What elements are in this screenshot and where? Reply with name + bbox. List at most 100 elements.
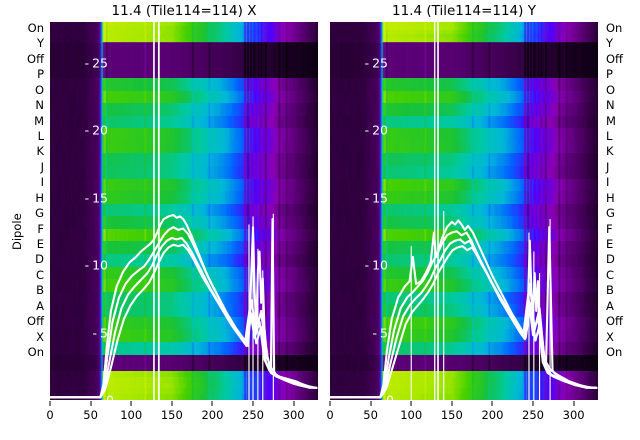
trace-line (330, 219, 598, 399)
heatmap-band-main-block-row (50, 228, 318, 243)
panel-y[interactable] (330, 22, 598, 400)
y-tick-dash: - (372, 325, 378, 340)
dipole-label-n: N (606, 98, 615, 113)
dipole-label-d: D (35, 252, 44, 267)
heatmap-band-main-block-row (330, 216, 598, 230)
dipole-label-i: I (40, 175, 44, 190)
heatmap-band-bottom-band-row (50, 394, 318, 400)
heatmap-y[interactable] (330, 22, 598, 400)
heatmap-band-main-block-row (50, 77, 318, 92)
y-tick-text: 15 (92, 190, 108, 205)
heatmap-band-main-block-row (50, 153, 318, 167)
dipole-label-n: N (35, 98, 44, 113)
heatmap-x[interactable] (50, 22, 318, 400)
dipole-label-b: B (36, 283, 44, 298)
x-tick-mark (171, 401, 173, 406)
y-tick-label: -25 (342, 55, 388, 70)
y-tick-label: -10 (342, 258, 388, 273)
heatmap-band-main-block-row (50, 128, 318, 142)
trace-spike (437, 22, 439, 400)
dipole-label-j: J (40, 159, 44, 174)
y-tick-text: 0 (386, 392, 394, 408)
y-tick-text: 10 (372, 257, 388, 273)
x-tick-mark (370, 401, 372, 406)
dipole-label-off: Off (27, 314, 44, 329)
y-tick-text: 5 (100, 325, 108, 340)
x-tick-mark (252, 401, 254, 406)
y-tick-text: 20 (92, 122, 108, 138)
x-tick-label: 50 (363, 408, 378, 422)
heatmap-band-main-block-row (330, 77, 598, 92)
y-tick-label: -15 (342, 190, 388, 205)
heatmap-band-bottom-band-row (330, 382, 598, 389)
heatmap-band-main-block-row (50, 90, 318, 104)
dipole-label-off: Off (27, 51, 44, 66)
dipole-label-x: X (606, 329, 614, 344)
heatmap-band-main-block-row (50, 203, 318, 217)
heatmap-band-main-block-row (50, 103, 318, 117)
heatmap-band-top-band-row (50, 30, 318, 35)
dipole-label-j: J (606, 159, 610, 174)
dipole-label-i: I (606, 175, 610, 190)
heatmap-band-main-block-row (50, 178, 318, 192)
y-tick-text: 25 (372, 55, 388, 70)
dipole-label-f: F (37, 221, 44, 236)
dipole-label-y: Y (36, 36, 44, 51)
dipole-label-x: X (36, 329, 44, 344)
x-tick-label: 0 (326, 408, 334, 422)
x-tick-mark (293, 401, 295, 406)
dipole-label-on: On (606, 21, 623, 35)
trace-line (50, 214, 318, 399)
dipole-label-h: H (606, 190, 615, 205)
heatmap-band-main-block-row (50, 241, 318, 255)
heatmap-band-top-band-row (330, 22, 598, 27)
x-tick-label: 300 (562, 408, 585, 422)
dipole-label-off: Off (606, 51, 623, 66)
dipole-label-f: F (606, 221, 613, 236)
dipole-label-b: B (606, 283, 614, 298)
heatmap-band-top-band-row (330, 38, 598, 43)
dipole-label-m: M (34, 113, 44, 128)
heatmap-band-main-block-row (330, 191, 598, 205)
x-tick-label: 0 (46, 408, 54, 422)
y-tick-text: 10 (92, 257, 108, 273)
x-tick-label: 100 (400, 408, 423, 422)
dipole-label-p: P (37, 67, 44, 82)
dipole-label-p: P (606, 67, 613, 82)
dipole-label-c: C (606, 267, 615, 282)
y-tick-dash: - (84, 122, 90, 138)
y-tick-text: 15 (372, 190, 388, 205)
trace-spike (443, 211, 445, 400)
heatmap-band-upper-gap (50, 42, 318, 78)
y-tick-text: 5 (380, 325, 388, 340)
y-tick-dash: - (364, 257, 370, 273)
trace-spike (153, 22, 155, 400)
x-tick-mark (410, 401, 412, 406)
y-tick-dash: - (84, 190, 90, 205)
heatmap-band-top-band-row (50, 34, 318, 39)
heatmap-band-main-block-row (330, 140, 598, 154)
dipole-label-e: E (606, 237, 614, 251)
y-tick-label: -5 (62, 325, 108, 340)
heatmap-band-main-block-row (330, 90, 598, 104)
heatmap-band-main-block-row (330, 115, 598, 129)
dipole-label-off: Off (606, 314, 623, 329)
trace-line (330, 230, 598, 399)
heatmap-band-bottom-band-row (330, 376, 598, 384)
heatmap-band-bottom-band-row (330, 394, 598, 400)
dipole-label-on: On (27, 345, 44, 359)
trace-spike (434, 22, 436, 400)
heatmap-band-main-block-row (330, 203, 598, 217)
heatmap-band-bottom-band-row (50, 376, 318, 384)
y-tick-text: 0 (106, 392, 114, 408)
panel-x[interactable] (50, 22, 318, 400)
y-tick-label: -15 (62, 190, 108, 205)
x-tick-mark (491, 401, 493, 406)
heatmap-band-main-block-row (330, 165, 598, 180)
y-tick-dash: - (84, 55, 90, 70)
dipole-label-a: A (606, 298, 614, 313)
y-tick-dash: - (364, 55, 370, 70)
x-tick-label: 50 (83, 408, 98, 422)
dipole-label-d: D (606, 252, 615, 267)
